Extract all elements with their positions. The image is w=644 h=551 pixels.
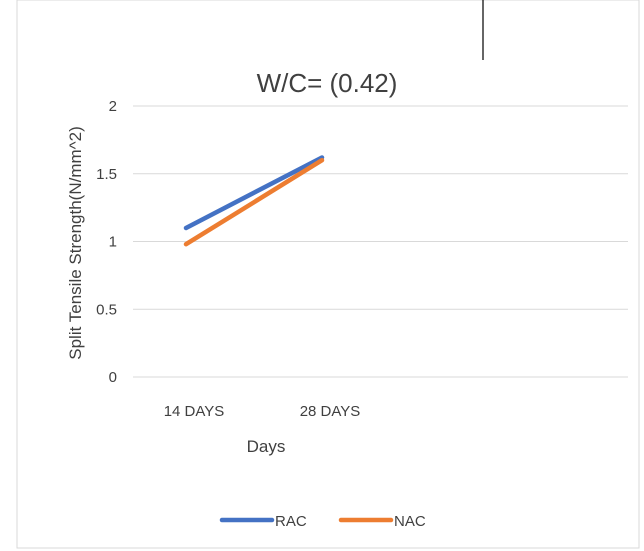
- x-tick-label: 14 DAYS: [164, 403, 225, 420]
- series-line-rac: [183, 155, 325, 231]
- x-tick-label: 28 DAYS: [300, 403, 361, 420]
- x-axis-label: Days: [247, 437, 286, 456]
- y-axis-label: Split Tensile Strength(N/mm^2): [66, 126, 85, 359]
- y-tick-label: 2: [109, 98, 117, 115]
- legend-label: RAC: [275, 513, 307, 530]
- series-lines: [183, 155, 325, 247]
- y-tick-label: 1: [109, 234, 117, 251]
- y-axis-ticks: 0 0.5 1 1.5 2: [96, 98, 117, 386]
- gridlines: [133, 105, 628, 378]
- series-line-nac: [183, 157, 325, 247]
- y-tick-label: 0.5: [96, 301, 117, 318]
- x-axis-ticks: 14 DAYS 28 DAYS: [164, 403, 361, 420]
- y-tick-label: 0: [109, 369, 117, 386]
- legend-label: NAC: [394, 513, 426, 530]
- legend: RAC NAC: [219, 513, 426, 530]
- chart-frame: [16, 0, 640, 549]
- chart-title: W/C= (0.42): [257, 68, 398, 98]
- y-tick-label: 1.5: [96, 166, 117, 183]
